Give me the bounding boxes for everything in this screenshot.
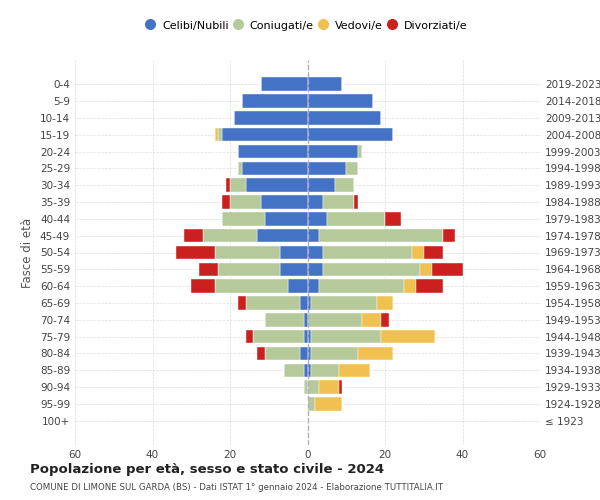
Bar [443, 229, 455, 242]
Bar [238, 296, 245, 310]
Bar [335, 178, 354, 192]
Bar [311, 296, 377, 310]
Bar [226, 178, 230, 192]
Bar [257, 346, 265, 360]
Bar [323, 262, 420, 276]
Bar [308, 78, 343, 91]
Bar [308, 262, 323, 276]
Bar [311, 330, 381, 344]
Bar [308, 94, 373, 108]
Bar [245, 296, 300, 310]
Bar [362, 313, 381, 326]
Bar [257, 229, 308, 242]
Bar [230, 196, 261, 209]
Bar [176, 246, 215, 259]
Bar [358, 346, 393, 360]
Bar [358, 145, 362, 158]
Bar [412, 246, 424, 259]
Bar [261, 196, 308, 209]
Bar [416, 280, 443, 293]
Bar [280, 246, 308, 259]
Bar [308, 128, 393, 141]
Bar [315, 397, 343, 410]
Bar [222, 212, 265, 226]
Bar [308, 380, 319, 394]
Bar [304, 380, 308, 394]
Bar [424, 246, 443, 259]
Bar [308, 346, 311, 360]
Bar [304, 313, 308, 326]
Bar [308, 229, 319, 242]
Bar [222, 196, 230, 209]
Bar [308, 196, 323, 209]
Bar [308, 246, 323, 259]
Bar [308, 162, 346, 175]
Bar [323, 196, 354, 209]
Bar [304, 364, 308, 377]
Bar [230, 178, 245, 192]
Bar [338, 380, 343, 394]
Bar [265, 346, 300, 360]
Bar [354, 196, 358, 209]
Bar [308, 397, 315, 410]
Bar [311, 346, 358, 360]
Bar [319, 380, 338, 394]
Bar [431, 262, 463, 276]
Bar [261, 78, 308, 91]
Y-axis label: Fasce di età: Fasce di età [22, 218, 34, 288]
Bar [222, 128, 308, 141]
Bar [319, 280, 404, 293]
Text: COMUNE DI LIMONE SUL GARDA (BS) - Dati ISTAT 1° gennaio 2024 - Elaborazione TUTT: COMUNE DI LIMONE SUL GARDA (BS) - Dati I… [30, 482, 443, 492]
Bar [308, 313, 362, 326]
Bar [199, 262, 218, 276]
Bar [218, 128, 222, 141]
Bar [338, 364, 370, 377]
Bar [377, 296, 393, 310]
Bar [346, 162, 358, 175]
Bar [184, 229, 203, 242]
Bar [308, 364, 311, 377]
Bar [234, 111, 308, 124]
Bar [381, 313, 389, 326]
Bar [215, 128, 218, 141]
Legend: Celibi/Nubili, Coniugati/e, Vedovi/e, Divorziati/e: Celibi/Nubili, Coniugati/e, Vedovi/e, Di… [143, 16, 472, 35]
Bar [300, 346, 308, 360]
Bar [308, 330, 311, 344]
Bar [385, 212, 401, 226]
Bar [381, 330, 436, 344]
Bar [215, 246, 280, 259]
Bar [238, 162, 242, 175]
Bar [242, 162, 308, 175]
Bar [420, 262, 431, 276]
Bar [327, 212, 385, 226]
Bar [215, 280, 288, 293]
Bar [191, 280, 215, 293]
Bar [311, 364, 338, 377]
Bar [300, 296, 308, 310]
Bar [238, 145, 308, 158]
Bar [323, 246, 412, 259]
Bar [265, 313, 304, 326]
Bar [245, 330, 253, 344]
Bar [304, 330, 308, 344]
Bar [203, 229, 257, 242]
Bar [242, 94, 308, 108]
Bar [253, 330, 304, 344]
Bar [245, 178, 308, 192]
Bar [308, 296, 311, 310]
Bar [308, 280, 319, 293]
Bar [308, 212, 327, 226]
Bar [319, 229, 443, 242]
Bar [280, 262, 308, 276]
Bar [308, 178, 335, 192]
Bar [218, 262, 280, 276]
Text: Popolazione per età, sesso e stato civile - 2024: Popolazione per età, sesso e stato civil… [30, 462, 384, 475]
Bar [284, 364, 304, 377]
Bar [308, 111, 381, 124]
Bar [308, 145, 358, 158]
Bar [404, 280, 416, 293]
Bar [265, 212, 308, 226]
Bar [288, 280, 308, 293]
